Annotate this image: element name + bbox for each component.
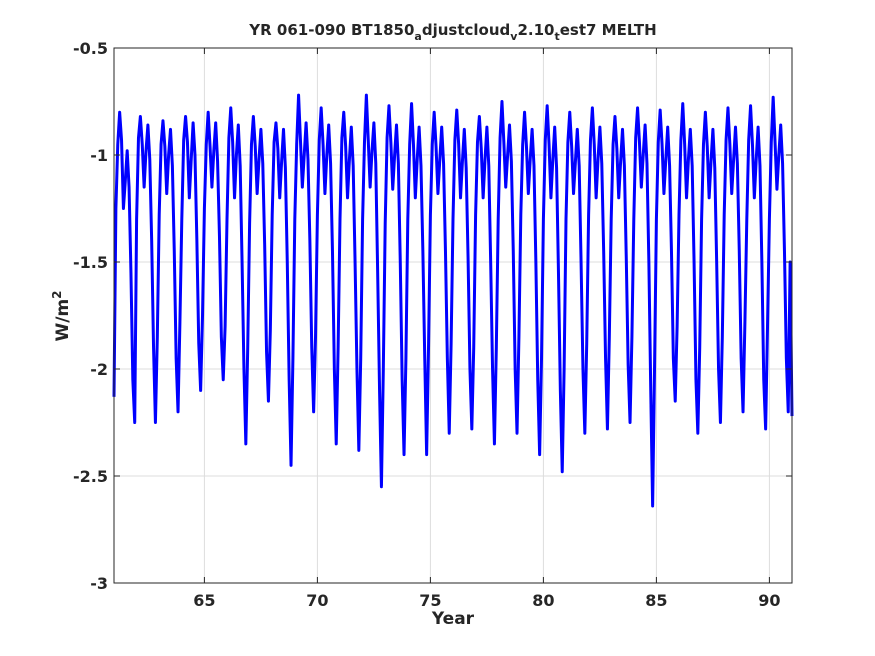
y-tick-label: -2 <box>90 360 108 379</box>
y-tick-label: -2.5 <box>73 467 108 486</box>
series-layer <box>112 93 794 508</box>
y-tick-label: -1.5 <box>73 253 108 272</box>
y-tick-label: -3 <box>90 574 108 593</box>
chart-title: YR 061-090 BT1850adjustcloudv2.10test7 M… <box>248 21 656 43</box>
y-tick-label: -1 <box>90 146 108 165</box>
x-tick-label: 90 <box>758 591 780 610</box>
plot-frame <box>113 47 793 584</box>
x-tick-label: 70 <box>306 591 328 610</box>
y-tick-label: -0.5 <box>73 39 108 58</box>
axis-ticks: 65 70 75 80 85 90 -0.5 -1 -1.5 -2 -2.5 -3 <box>73 39 792 610</box>
x-tick-label: 75 <box>419 591 441 610</box>
x-tick-label: 85 <box>645 591 667 610</box>
x-tick-label: 65 <box>193 591 215 610</box>
y-axis-label: W/m2 <box>50 290 73 341</box>
x-axis-label: Year <box>431 609 475 629</box>
series-line <box>112 93 794 508</box>
x-tick-label: 80 <box>532 591 554 610</box>
